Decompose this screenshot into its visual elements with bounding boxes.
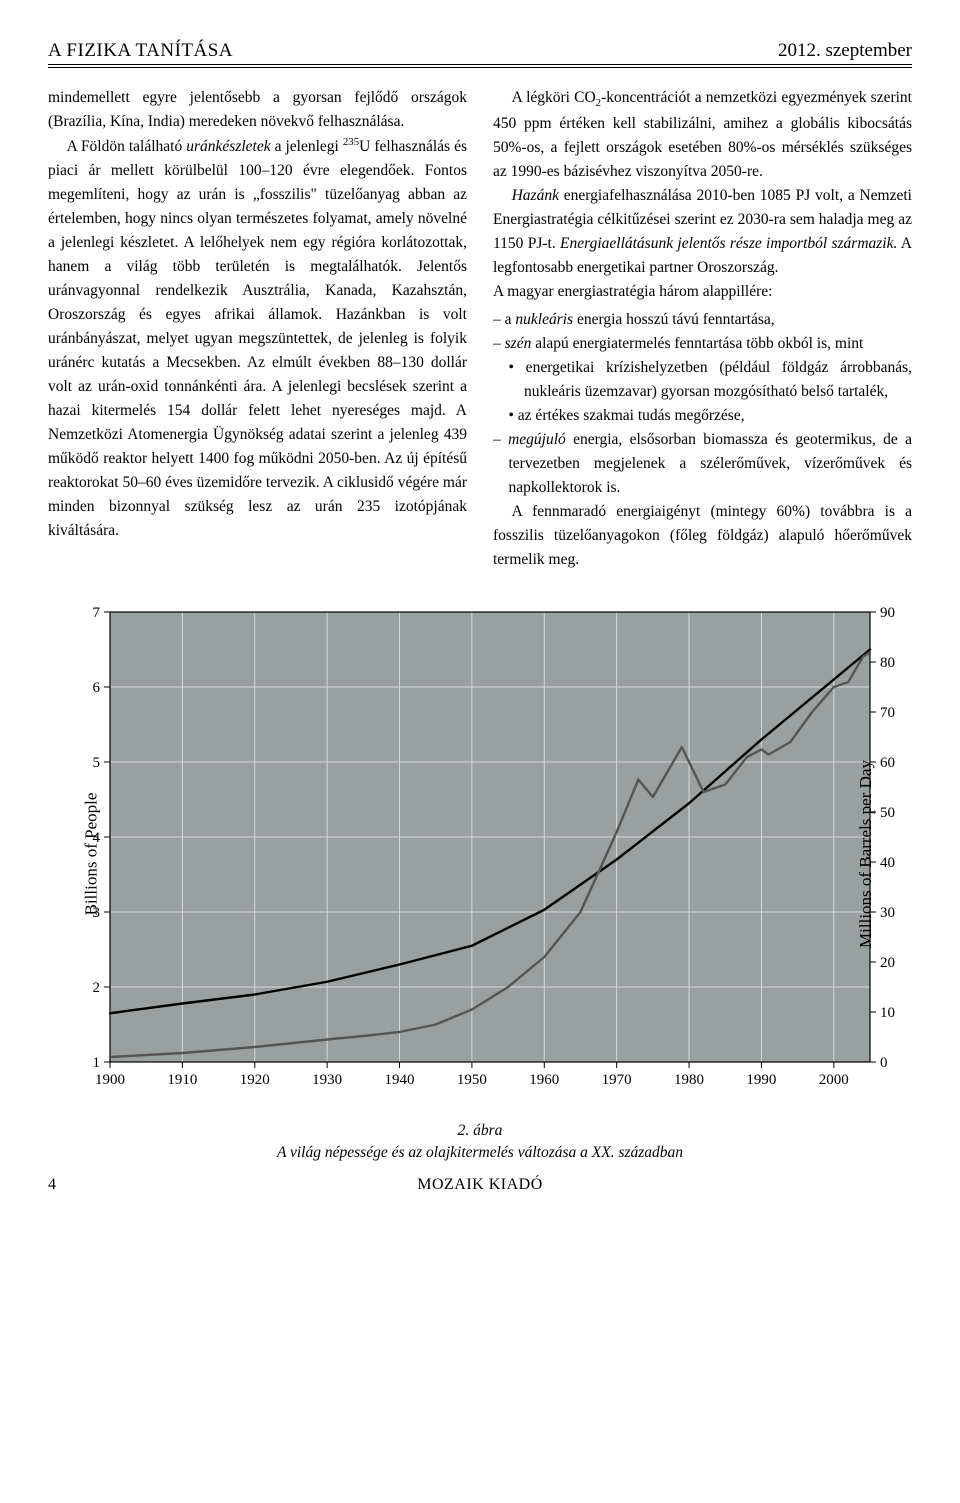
list-item: – a nukleáris energia hosszú távú fennta… <box>493 308 912 332</box>
svg-text:2000: 2000 <box>819 1072 849 1088</box>
y-axis-label-right: Millions of Barrels per Day <box>856 760 876 948</box>
figure-caption: 2. ábra A világ népessége és az olajkite… <box>48 1120 912 1163</box>
text-italic: Hazánk <box>512 187 559 204</box>
svg-text:60: 60 <box>880 755 895 771</box>
list-item: – megújuló energia, elsősorban biomassza… <box>493 428 912 500</box>
page-footer: 4 MOZAIK KIADÓ <box>48 1176 912 1194</box>
header-left: A FIZIKA TANÍTÁSA <box>48 40 233 62</box>
svg-text:1: 1 <box>93 1055 101 1071</box>
svg-text:10: 10 <box>880 1005 895 1021</box>
svg-text:5: 5 <box>93 755 101 771</box>
text: a jelenlegi <box>271 138 343 155</box>
figure-block: Billions of People 123456701020304050607… <box>48 594 912 1163</box>
col1-p1: mindemellett egyre jelentősebb a gyorsan… <box>48 86 467 134</box>
svg-text:90: 90 <box>880 605 895 621</box>
text-italic: megújuló <box>508 431 566 448</box>
pillar-list: – a nukleáris energia hosszú távú fennta… <box>493 308 912 500</box>
svg-text:0: 0 <box>880 1055 888 1071</box>
text-italic: szén <box>505 335 532 352</box>
page-number: 4 <box>48 1176 88 1194</box>
text: energia, elsősorban biomassza és geoterm… <box>509 431 913 496</box>
svg-text:1950: 1950 <box>457 1072 487 1088</box>
list-item: – szén alapú energiatermelés fenntartása… <box>493 332 912 356</box>
list-item: • energetikai krízishelyzetben (például … <box>493 356 912 404</box>
col2-p2: Hazánk energiafelhasználása 2010-ben 108… <box>493 184 912 280</box>
svg-text:20: 20 <box>880 955 895 971</box>
text: A Földön található <box>67 138 187 155</box>
svg-text:1920: 1920 <box>240 1072 270 1088</box>
page-header: A FIZIKA TANÍTÁSA 2012. szeptember <box>48 40 912 68</box>
y-axis-label-left: Billions of People <box>81 793 101 916</box>
caption-number: 2. ábra <box>458 1122 503 1139</box>
header-right: 2012. szeptember <box>778 40 912 62</box>
svg-text:50: 50 <box>880 805 895 821</box>
svg-text:2: 2 <box>93 980 101 996</box>
col2-p4: A fennmaradó energiaigényt (mintegy 60%)… <box>493 500 912 572</box>
text: – <box>493 431 508 448</box>
svg-text:80: 80 <box>880 655 895 671</box>
text-italic: uránkészletek <box>186 138 270 155</box>
text: alapú energiatermelés fenntartása több o… <box>531 335 863 352</box>
col2-p3: A magyar energiastratégia három alappill… <box>493 280 912 304</box>
svg-text:40: 40 <box>880 855 895 871</box>
svg-text:1960: 1960 <box>529 1072 559 1088</box>
text: U felhasználás és piaci ár mellett körül… <box>48 138 467 539</box>
superscript: 235 <box>343 136 359 148</box>
svg-text:6: 6 <box>93 680 101 696</box>
body-columns: mindemellett egyre jelentősebb a gyorsan… <box>48 86 912 572</box>
svg-text:30: 30 <box>880 905 895 921</box>
svg-text:1980: 1980 <box>674 1072 704 1088</box>
text: – <box>493 335 505 352</box>
text: A légköri CO <box>512 89 596 106</box>
list-item: • az értékes szakmai tudás megőrzése, <box>493 404 912 428</box>
svg-text:1990: 1990 <box>746 1072 776 1088</box>
text-italic: Energiaellátásunk jelentős része importb… <box>560 235 897 252</box>
text-italic: nukleáris <box>515 311 573 328</box>
svg-text:1940: 1940 <box>385 1072 415 1088</box>
publisher: MOZAIK KIADÓ <box>88 1176 872 1194</box>
svg-text:1930: 1930 <box>312 1072 342 1088</box>
chart-container: Billions of People 123456701020304050607… <box>48 594 912 1114</box>
svg-text:1910: 1910 <box>167 1072 197 1088</box>
caption-text: A világ népessége és az olajkitermelés v… <box>277 1144 683 1161</box>
text: – a <box>493 311 515 328</box>
col2-p1: A légköri CO2-koncentrációt a nemzetközi… <box>493 86 912 184</box>
svg-text:1970: 1970 <box>602 1072 632 1088</box>
text: energia hosszú távú fenntartása, <box>573 311 775 328</box>
svg-text:1900: 1900 <box>95 1072 125 1088</box>
chart-svg: 1234567010203040506070809019001910192019… <box>48 594 912 1114</box>
svg-text:70: 70 <box>880 705 895 721</box>
svg-text:7: 7 <box>93 605 101 621</box>
col1-p2: A Földön található uránkészletek a jelen… <box>48 134 467 543</box>
